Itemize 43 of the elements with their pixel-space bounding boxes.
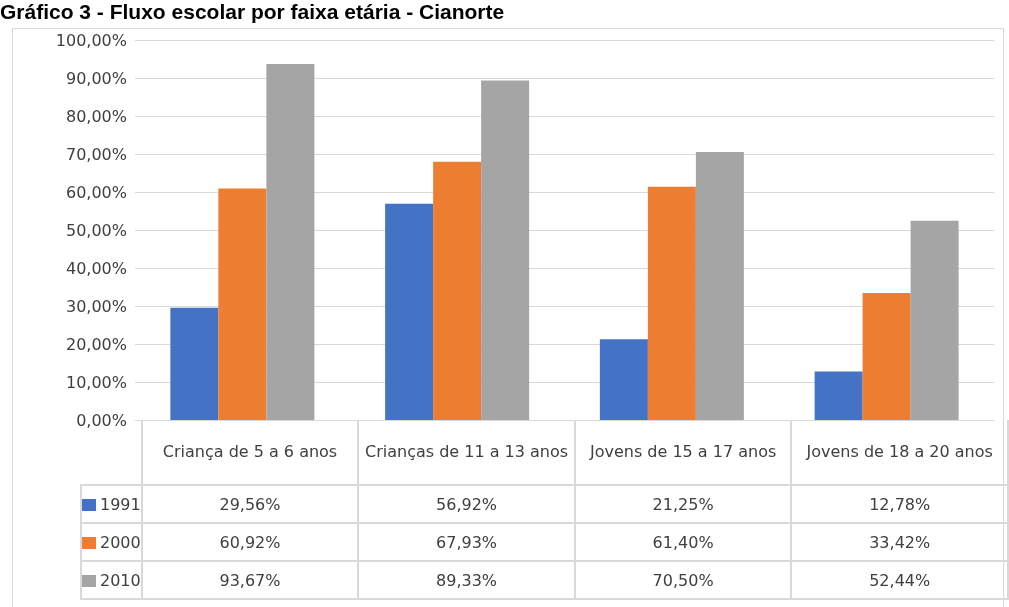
y-tick-label: 40,00% <box>65 258 127 278</box>
y-tick-label: 100,00% <box>55 30 127 50</box>
y-tick-label: 0,00% <box>76 410 127 430</box>
y-tick-label: 60,00% <box>65 182 127 202</box>
bar <box>647 186 696 420</box>
x-tick-label: Criança de 5 a 6 anos <box>141 420 359 485</box>
data-label: 70,50% <box>574 561 792 599</box>
data-label: 12,78% <box>791 485 1008 523</box>
y-tick-label: 20,00% <box>65 334 127 354</box>
data-label: 33,42% <box>791 523 1008 561</box>
y-tick-label: 10,00% <box>65 372 127 392</box>
data-label: 67,93% <box>358 523 575 561</box>
data-label: 21,25% <box>574 485 792 523</box>
data-label: 52,44% <box>791 561 1008 599</box>
x-tick-label: Crianças de 11 a 13 anos <box>358 420 575 485</box>
bar <box>599 339 648 420</box>
data-label: 61,40% <box>574 523 792 561</box>
bar <box>695 152 744 420</box>
bar <box>481 80 530 420</box>
data-label: 89,33% <box>358 561 575 599</box>
bar <box>170 307 219 420</box>
y-tick-label: 70,00% <box>65 144 127 164</box>
bar <box>385 203 434 420</box>
y-tick-label: 30,00% <box>65 296 127 316</box>
bar <box>814 371 863 420</box>
data-label: 93,67% <box>141 561 359 599</box>
bar <box>266 64 315 420</box>
y-tick-label: 50,00% <box>65 220 127 240</box>
legend-label: 1991 <box>100 494 141 514</box>
x-tick-label: Jovens de 15 a 17 anos <box>574 420 792 485</box>
bar <box>862 293 911 420</box>
chart-title: Gráfico 3 - Fluxo escolar por faixa etária - Cianorte <box>0 0 505 24</box>
x-tick-label: Jovens de 18 a 20 anos <box>791 420 1008 485</box>
bar <box>218 188 267 420</box>
data-label: 60,92% <box>141 523 359 561</box>
bar <box>433 161 482 420</box>
y-tick-label: 90,00% <box>65 68 127 88</box>
data-label: 29,56% <box>141 485 359 523</box>
legend-label: 2000 <box>100 532 141 552</box>
legend-label: 2010 <box>100 570 141 590</box>
bar <box>910 220 959 420</box>
y-tick-label: 80,00% <box>65 106 127 126</box>
data-label: 56,92% <box>358 485 575 523</box>
